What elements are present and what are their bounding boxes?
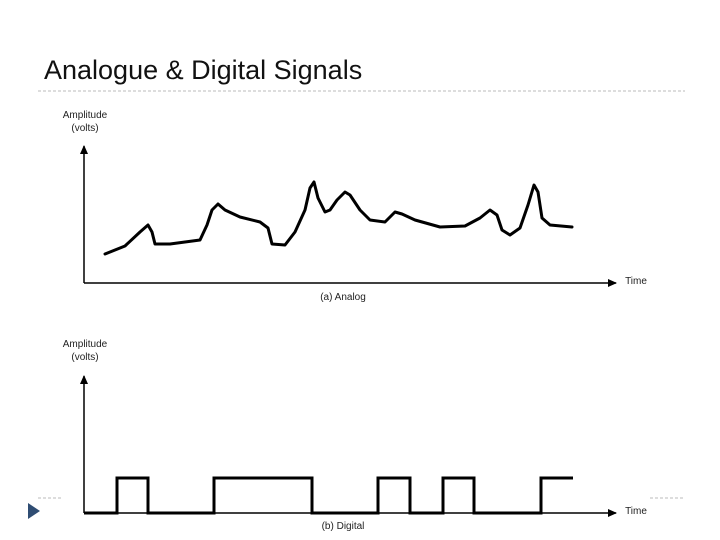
y-label: Amplitude — [63, 339, 108, 350]
caption: (a) Analog — [320, 292, 366, 303]
digital-signal — [84, 476, 573, 515]
caption: (b) Digital — [322, 521, 365, 532]
analog-signal — [103, 180, 574, 256]
bullet — [28, 503, 40, 519]
x-label: Time — [625, 506, 647, 517]
slide-title: Analogue & Digital Signals — [44, 55, 362, 85]
x-label: Time — [625, 276, 647, 287]
y-unit: (volts) — [71, 352, 98, 363]
y-label: Amplitude — [63, 110, 108, 121]
y-unit: (volts) — [71, 123, 98, 134]
